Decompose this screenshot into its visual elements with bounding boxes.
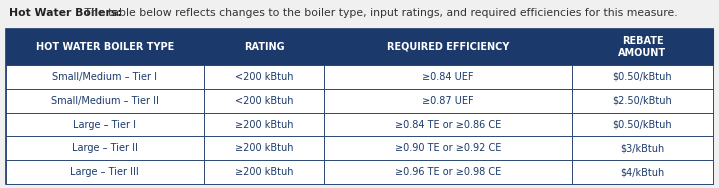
Text: ≥0.96 TE or ≥0.98 CE: ≥0.96 TE or ≥0.98 CE <box>395 167 501 177</box>
Text: ≥0.84 TE or ≥0.86 CE: ≥0.84 TE or ≥0.86 CE <box>395 120 501 130</box>
Text: ≥200 kBtuh: ≥200 kBtuh <box>234 167 293 177</box>
Text: Small/Medium – Tier II: Small/Medium – Tier II <box>51 96 159 106</box>
Text: Small/Medium – Tier I: Small/Medium – Tier I <box>52 72 157 82</box>
Text: ≥0.90 TE or ≥0.92 CE: ≥0.90 TE or ≥0.92 CE <box>395 143 501 153</box>
Text: The table below reflects changes to the boiler type, input ratings, and required: The table below reflects changes to the … <box>81 8 677 18</box>
Text: Large – Tier I: Large – Tier I <box>73 120 137 130</box>
Text: <200 kBtuh: <200 kBtuh <box>234 72 293 82</box>
Text: $2.50/kBtuh: $2.50/kBtuh <box>613 96 672 106</box>
Text: $0.50/kBtuh: $0.50/kBtuh <box>613 120 672 130</box>
Text: $0.50/kBtuh: $0.50/kBtuh <box>613 72 672 82</box>
Text: <200 kBtuh: <200 kBtuh <box>234 96 293 106</box>
Text: Hot Water Boilers:: Hot Water Boilers: <box>9 8 122 18</box>
Text: HOT WATER BOILER TYPE: HOT WATER BOILER TYPE <box>36 42 174 52</box>
Text: RATING: RATING <box>244 42 284 52</box>
Text: ≥200 kBtuh: ≥200 kBtuh <box>234 143 293 153</box>
Text: $3/kBtuh: $3/kBtuh <box>620 143 664 153</box>
Text: Large – Tier II: Large – Tier II <box>72 143 138 153</box>
Text: ≥0.84 UEF: ≥0.84 UEF <box>422 72 474 82</box>
Text: $4/kBtuh: $4/kBtuh <box>620 167 664 177</box>
Text: REQUIRED EFFICIENCY: REQUIRED EFFICIENCY <box>387 42 509 52</box>
Text: Large – Tier III: Large – Tier III <box>70 167 139 177</box>
Text: ≥200 kBtuh: ≥200 kBtuh <box>234 120 293 130</box>
Text: ≥0.87 UEF: ≥0.87 UEF <box>422 96 474 106</box>
Text: REBATE
AMOUNT: REBATE AMOUNT <box>618 36 667 58</box>
